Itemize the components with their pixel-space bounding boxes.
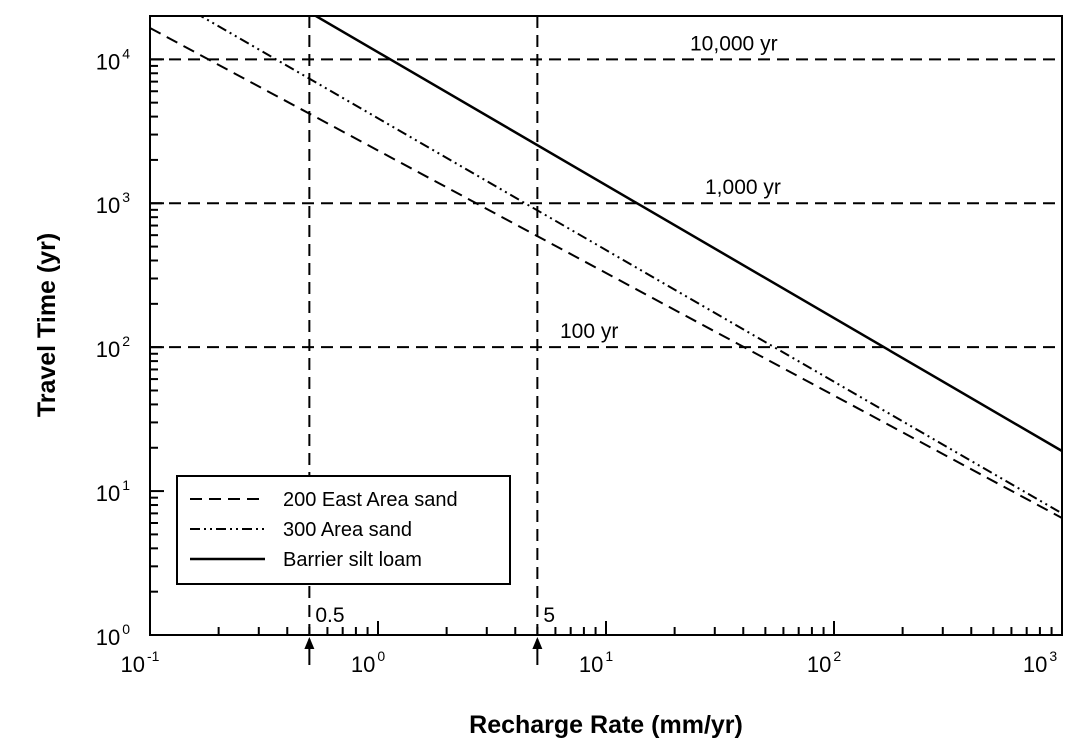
tick-label: 10 2 <box>96 333 130 362</box>
tick-label: 10 1 <box>96 477 130 506</box>
legend-label: 200 East Area sand <box>283 489 458 511</box>
tick-exponent: 2 <box>122 333 130 349</box>
ref-line-label: 0.5 <box>315 604 344 627</box>
tick-base: 10 <box>96 337 120 362</box>
axis-ticks <box>149 15 1053 636</box>
legend: 200 East Area sand 300 Area sand Barrier s… <box>176 475 511 585</box>
tick-label: 10 0 <box>351 648 385 677</box>
tick-label: 10 2 <box>807 648 841 677</box>
tick-exponent: 3 <box>1049 648 1057 664</box>
tick-exponent: 4 <box>122 45 130 61</box>
tick-exponent: 0 <box>377 648 385 664</box>
x-axis-title: Recharge Rate (mm/yr) <box>469 711 743 739</box>
series-line-1 <box>198 16 1062 515</box>
tick-labels: 10 -1 10 0 10 1 10 2 10 310 010 110 210 310 4 <box>96 45 1058 677</box>
tick-exponent: 3 <box>122 189 130 205</box>
ref-line-label: 1,000 yr <box>705 176 781 199</box>
series-lines <box>150 16 1062 519</box>
tick-exponent: 0 <box>122 621 130 637</box>
legend-label: Barrier silt loam <box>283 549 422 571</box>
tick-exponent: -1 <box>147 648 160 664</box>
tick-base: 10 <box>96 193 120 218</box>
tick-base: 10 <box>121 652 145 677</box>
tick-base: 10 <box>351 652 375 677</box>
arrow-up-icon <box>304 637 315 649</box>
tick-label: 10 0 <box>96 621 130 650</box>
y-axis-title: Travel Time (yr) <box>33 233 61 417</box>
ref-line-label: 100 yr <box>560 320 618 343</box>
series-line-0 <box>150 27 1062 519</box>
ref-line-label: 10,000 yr <box>690 32 778 55</box>
tick-base: 10 <box>96 49 120 74</box>
tick-exponent: 1 <box>122 477 130 493</box>
tick-exponent: 2 <box>833 648 841 664</box>
ref-line-label: 5 <box>543 604 555 627</box>
tick-label: 10 1 <box>579 648 613 677</box>
tick-base: 10 <box>579 652 603 677</box>
tick-base: 10 <box>96 625 120 650</box>
tick-label: 10 -1 <box>121 648 160 677</box>
tick-base: 10 <box>96 481 120 506</box>
reference-lines: 10,000 yr 1,000 yr 100 yr 0.5 5 <box>150 16 1062 665</box>
tick-exponent: 1 <box>605 648 613 664</box>
tick-label: 10 3 <box>1023 648 1057 677</box>
tick-base: 10 <box>807 652 831 677</box>
tick-base: 10 <box>1023 652 1047 677</box>
series-line-2 <box>313 16 1062 453</box>
tick-label: 10 4 <box>96 45 130 74</box>
arrow-up-icon <box>532 637 543 649</box>
legend-label: 300 Area sand <box>283 519 412 541</box>
tick-label: 10 3 <box>96 189 130 218</box>
legend-box <box>176 475 511 585</box>
